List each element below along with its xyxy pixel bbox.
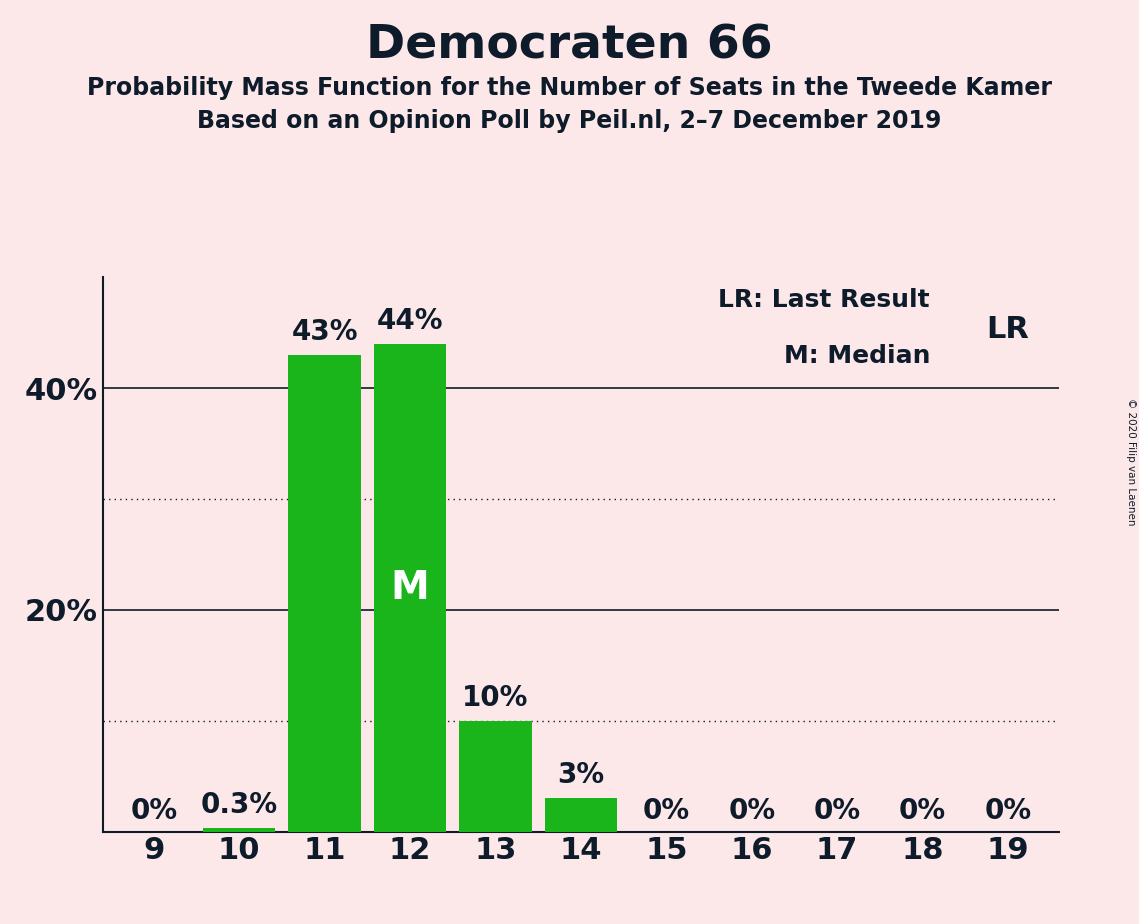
Text: 0%: 0% [984, 796, 1032, 825]
Bar [459, 721, 532, 832]
Bar [288, 355, 361, 832]
Bar [544, 798, 617, 832]
Text: Based on an Opinion Poll by Peil.nl, 2–7 December 2019: Based on an Opinion Poll by Peil.nl, 2–7… [197, 109, 942, 133]
Text: 0.3%: 0.3% [200, 791, 278, 820]
Text: M: M [391, 568, 429, 607]
Text: Probability Mass Function for the Number of Seats in the Tweede Kamer: Probability Mass Function for the Number… [87, 76, 1052, 100]
Text: 0%: 0% [813, 796, 861, 825]
Text: 43%: 43% [292, 318, 358, 346]
Text: © 2020 Filip van Laenen: © 2020 Filip van Laenen [1126, 398, 1136, 526]
Text: 0%: 0% [899, 796, 947, 825]
Bar [374, 344, 446, 832]
Text: 0%: 0% [130, 796, 178, 825]
Text: 3%: 3% [557, 761, 605, 789]
Text: LR: LR [986, 315, 1030, 345]
Text: 44%: 44% [377, 307, 443, 334]
Bar [203, 828, 276, 832]
Text: 0%: 0% [728, 796, 776, 825]
Text: LR: Last Result: LR: Last Result [719, 288, 931, 312]
Text: Democraten 66: Democraten 66 [366, 23, 773, 68]
Text: M: Median: M: Median [784, 344, 931, 368]
Text: 10%: 10% [462, 684, 528, 711]
Text: 0%: 0% [642, 796, 690, 825]
